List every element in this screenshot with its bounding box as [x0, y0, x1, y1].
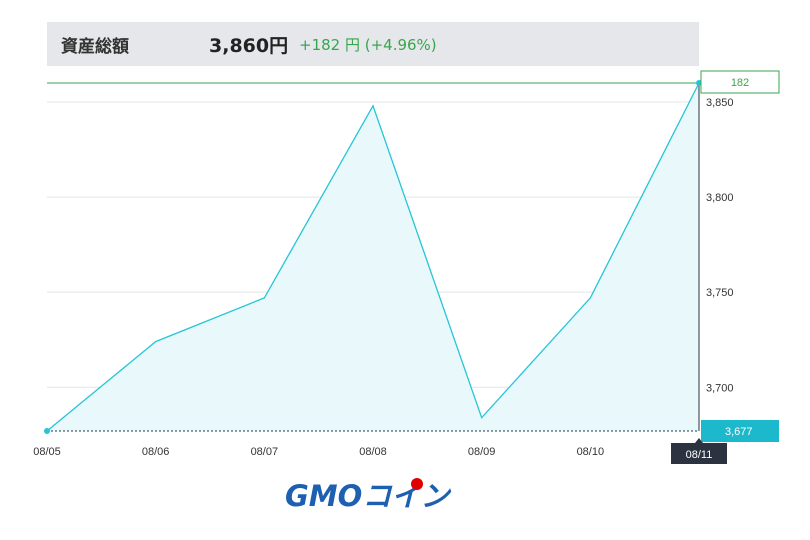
y-tick-label: 3,750: [706, 287, 734, 299]
total-assets-change: +182 円 (+4.96%): [299, 35, 437, 54]
gmo-coin-logo: GMOコイン: [285, 473, 449, 515]
selected-date-label: 08/11: [686, 449, 713, 461]
change-tag-label: 182: [731, 77, 749, 89]
date-tag-pointer: [695, 438, 703, 443]
series-line: [46, 82, 700, 432]
x-tick-label: 08/09: [468, 446, 496, 458]
y-tick-label: 3,700: [706, 382, 734, 394]
base-value-tag: [701, 420, 779, 442]
x-tick-label: 08/10: [577, 446, 605, 458]
logo-text: GMOコイン: [285, 479, 450, 513]
base-value-tag-label: 3,677: [725, 426, 753, 438]
y-tick-label: 3,800: [706, 192, 734, 204]
change-tag: [700, 70, 780, 94]
start-point: [44, 428, 50, 434]
total-assets-label: 資産総額: [61, 36, 129, 57]
total-assets-value: 3,860円: [209, 34, 289, 57]
x-tick-label: 08/05: [33, 446, 61, 458]
y-tick-label: 3,850: [706, 97, 734, 109]
area-fill: [47, 83, 699, 431]
x-tick-label: 08/06: [142, 446, 170, 458]
x-tick-label: 08/08: [359, 446, 387, 458]
x-tick-label: 08/07: [251, 446, 279, 458]
asset-summary-header: 資産総額 3,860円 +182 円 (+4.96%): [47, 22, 699, 66]
selected-date-tag: [671, 443, 727, 464]
logo-red-dot: [411, 478, 424, 490]
